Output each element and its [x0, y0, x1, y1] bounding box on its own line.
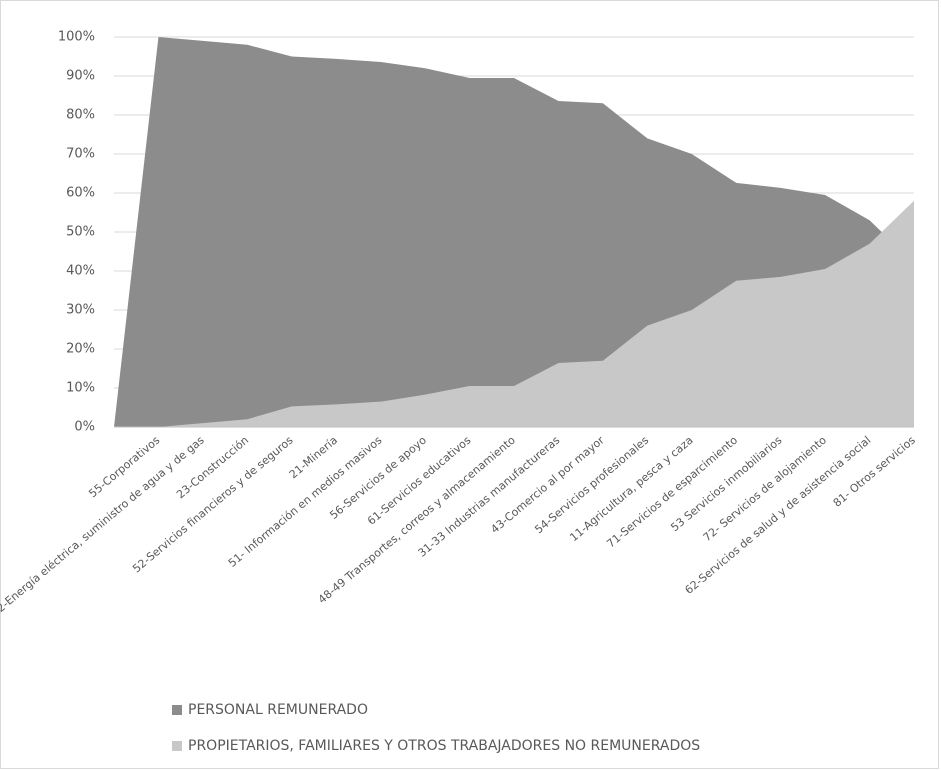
y-tick-label: 40% [66, 264, 95, 279]
y-tick-label: 10% [66, 381, 95, 396]
y-tick-label: 70% [66, 147, 95, 162]
area [114, 200, 914, 427]
legend-swatch [172, 705, 182, 715]
y-tick-label: 30% [66, 303, 95, 318]
y-tick-label: 80% [66, 108, 95, 123]
legend-swatch [172, 741, 182, 751]
y-tick-label: 60% [66, 186, 95, 201]
y-tick-label: 20% [66, 342, 95, 357]
legend-label: PERSONAL REMUNERADO [188, 702, 368, 718]
y-tick-label: 90% [66, 69, 95, 84]
y-tick-label: 100% [58, 30, 95, 45]
y-tick-label: 0% [74, 420, 95, 435]
legend-label: PROPIETARIOS, FAMILIARES Y OTROS TRABAJA… [188, 738, 700, 754]
y-tick-label: 50% [66, 225, 95, 240]
